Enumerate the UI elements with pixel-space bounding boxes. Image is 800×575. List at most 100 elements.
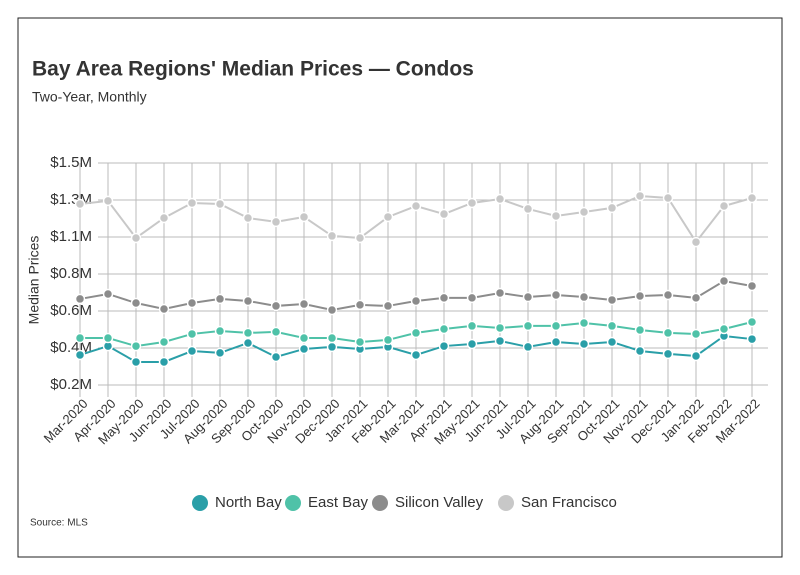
legend-marker xyxy=(498,495,514,511)
data-point xyxy=(634,345,646,357)
data-point xyxy=(74,198,86,210)
data-point xyxy=(130,232,142,244)
legend-label: East Bay xyxy=(308,494,369,511)
y-tick-label: $0.8M xyxy=(50,265,92,282)
data-point xyxy=(354,336,366,348)
data-point xyxy=(242,212,254,224)
data-point xyxy=(662,289,674,301)
data-point xyxy=(102,332,114,344)
data-point xyxy=(438,340,450,352)
legend-label: North Bay xyxy=(215,494,282,511)
data-point xyxy=(74,349,86,361)
data-point xyxy=(186,297,198,309)
data-point xyxy=(662,348,674,360)
data-point xyxy=(354,232,366,244)
legend-label: Silicon Valley xyxy=(395,494,484,511)
y-tick-label: $1.1M xyxy=(50,228,92,245)
data-point xyxy=(102,288,114,300)
data-point xyxy=(158,336,170,348)
data-point xyxy=(634,190,646,202)
data-point xyxy=(298,332,310,344)
data-point xyxy=(242,337,254,349)
data-point xyxy=(102,195,114,207)
data-point xyxy=(634,324,646,336)
data-point xyxy=(746,333,758,345)
data-point xyxy=(466,197,478,209)
data-point xyxy=(494,335,506,347)
data-point xyxy=(438,323,450,335)
chart-title: Bay Area Regions' Median Prices — Condos xyxy=(32,58,474,81)
data-point xyxy=(270,216,282,228)
data-point xyxy=(578,291,590,303)
data-point xyxy=(214,347,226,359)
data-point xyxy=(522,341,534,353)
data-point xyxy=(690,328,702,340)
data-point xyxy=(718,200,730,212)
data-point xyxy=(606,202,618,214)
data-point xyxy=(606,320,618,332)
data-point xyxy=(466,320,478,332)
data-point xyxy=(522,320,534,332)
data-point xyxy=(550,289,562,301)
source: Source: MLS xyxy=(30,518,88,529)
data-point xyxy=(326,332,338,344)
data-point xyxy=(186,197,198,209)
data-point xyxy=(550,336,562,348)
y-tick-label: $0.2M xyxy=(50,376,92,393)
data-point xyxy=(578,317,590,329)
data-point xyxy=(382,211,394,223)
y-tick-label: $1.3M xyxy=(50,191,92,208)
data-point xyxy=(74,293,86,305)
y-axis-label: Median Prices xyxy=(26,236,42,325)
data-point xyxy=(158,303,170,315)
data-point xyxy=(410,200,422,212)
data-point xyxy=(606,336,618,348)
data-point xyxy=(298,211,310,223)
data-point xyxy=(494,287,506,299)
data-point xyxy=(298,343,310,355)
data-point xyxy=(326,341,338,353)
data-point xyxy=(270,300,282,312)
data-point xyxy=(298,298,310,310)
y-tick-label: $0.6M xyxy=(50,302,92,319)
legend-marker xyxy=(372,495,388,511)
data-point xyxy=(242,327,254,339)
data-point xyxy=(466,338,478,350)
data-point xyxy=(690,292,702,304)
data-point xyxy=(214,325,226,337)
data-point xyxy=(634,290,646,302)
data-point xyxy=(382,334,394,346)
data-point xyxy=(718,275,730,287)
data-point xyxy=(746,316,758,328)
data-point xyxy=(158,356,170,368)
data-point xyxy=(186,328,198,340)
data-point xyxy=(270,326,282,338)
data-point xyxy=(662,192,674,204)
legend-marker xyxy=(285,495,301,511)
data-point xyxy=(494,193,506,205)
data-point xyxy=(718,323,730,335)
data-point xyxy=(438,292,450,304)
data-point xyxy=(130,340,142,352)
data-point xyxy=(522,291,534,303)
data-point xyxy=(690,350,702,362)
data-point xyxy=(746,280,758,292)
data-point xyxy=(214,293,226,305)
data-point xyxy=(158,212,170,224)
data-point xyxy=(410,349,422,361)
data-point xyxy=(382,300,394,312)
data-point xyxy=(326,304,338,316)
data-point xyxy=(690,236,702,248)
data-point xyxy=(326,230,338,242)
data-point xyxy=(410,327,422,339)
data-point xyxy=(130,297,142,309)
data-point xyxy=(494,322,506,334)
data-point xyxy=(214,198,226,210)
data-point xyxy=(438,208,450,220)
data-point xyxy=(578,338,590,350)
data-point xyxy=(242,295,254,307)
data-point xyxy=(522,203,534,215)
data-point xyxy=(74,332,86,344)
data-point xyxy=(130,356,142,368)
